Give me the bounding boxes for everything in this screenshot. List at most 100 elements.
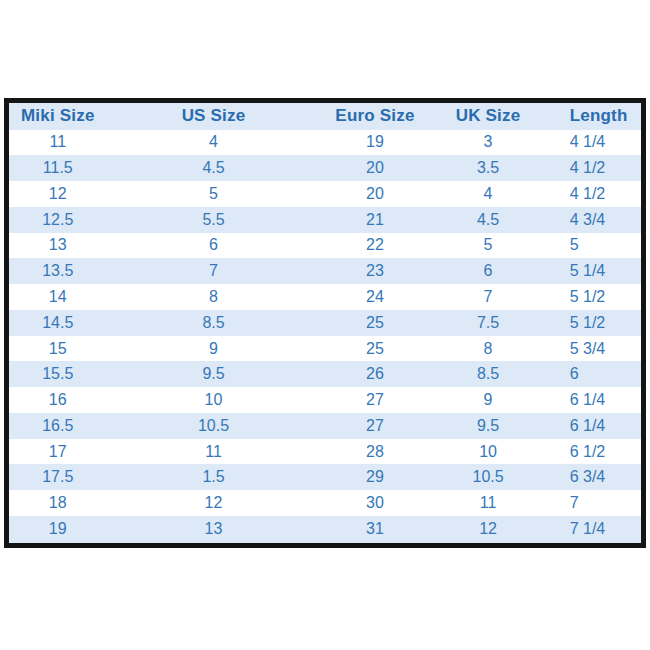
cell-uk-size: 7.5 bbox=[429, 310, 546, 336]
cell-length: 6 3/4 bbox=[547, 464, 644, 490]
cell-uk-size: 6 bbox=[429, 258, 546, 284]
cell-us-size: 4.5 bbox=[107, 155, 321, 181]
cell-euro-size: 27 bbox=[321, 413, 430, 439]
table-row: 171128106 1/2 bbox=[7, 439, 644, 465]
cell-length: 6 bbox=[547, 361, 644, 387]
cell-length: 4 1/4 bbox=[547, 130, 644, 156]
cell-us-size: 10.5 bbox=[107, 413, 321, 439]
cell-miki-size: 17 bbox=[7, 439, 107, 465]
cell-us-size: 8.5 bbox=[107, 310, 321, 336]
cell-miki-size: 19 bbox=[7, 516, 107, 546]
table-body: 1141934 1/411.54.5203.54 1/21252044 1/21… bbox=[7, 130, 644, 546]
table-row: 1482475 1/2 bbox=[7, 284, 644, 310]
cell-uk-size: 4 bbox=[429, 181, 546, 207]
cell-length: 7 bbox=[547, 490, 644, 516]
cell-us-size: 4 bbox=[107, 130, 321, 156]
column-header-uk-size: UK Size bbox=[429, 101, 546, 130]
table-row: 15.59.5268.56 bbox=[7, 361, 644, 387]
cell-miki-size: 11.5 bbox=[7, 155, 107, 181]
cell-miki-size: 12.5 bbox=[7, 207, 107, 233]
cell-uk-size: 4.5 bbox=[429, 207, 546, 233]
cell-us-size: 11 bbox=[107, 439, 321, 465]
cell-miki-size: 15 bbox=[7, 336, 107, 362]
cell-uk-size: 10 bbox=[429, 439, 546, 465]
table-row: 13.572365 1/4 bbox=[7, 258, 644, 284]
size-chart-page: Miki Size US Size Euro Size UK Size Leng… bbox=[0, 0, 650, 650]
cell-uk-size: 7 bbox=[429, 284, 546, 310]
cell-euro-size: 19 bbox=[321, 130, 430, 156]
cell-miki-size: 16 bbox=[7, 387, 107, 413]
table-row: 16.510.5279.56 1/4 bbox=[7, 413, 644, 439]
cell-us-size: 9.5 bbox=[107, 361, 321, 387]
cell-uk-size: 3.5 bbox=[429, 155, 546, 181]
table-row: 1592585 3/4 bbox=[7, 336, 644, 362]
cell-euro-size: 20 bbox=[321, 155, 430, 181]
cell-miki-size: 16.5 bbox=[7, 413, 107, 439]
cell-euro-size: 30 bbox=[321, 490, 430, 516]
cell-euro-size: 23 bbox=[321, 258, 430, 284]
cell-uk-size: 5 bbox=[429, 233, 546, 259]
column-header-euro-size: Euro Size bbox=[321, 101, 430, 130]
table-row: 181230117 bbox=[7, 490, 644, 516]
cell-miki-size: 13.5 bbox=[7, 258, 107, 284]
size-chart-table: Miki Size US Size Euro Size UK Size Leng… bbox=[4, 98, 646, 548]
cell-miki-size: 15.5 bbox=[7, 361, 107, 387]
column-header-us-size: US Size bbox=[107, 101, 321, 130]
column-header-length: Length bbox=[547, 101, 644, 130]
table-row: 1252044 1/2 bbox=[7, 181, 644, 207]
table-row: 1362255 bbox=[7, 233, 644, 259]
cell-us-size: 12 bbox=[107, 490, 321, 516]
column-header-miki-size: Miki Size bbox=[7, 101, 107, 130]
cell-length: 4 1/2 bbox=[547, 155, 644, 181]
cell-us-size: 13 bbox=[107, 516, 321, 546]
cell-us-size: 9 bbox=[107, 336, 321, 362]
cell-us-size: 6 bbox=[107, 233, 321, 259]
cell-miki-size: 14.5 bbox=[7, 310, 107, 336]
cell-uk-size: 3 bbox=[429, 130, 546, 156]
cell-length: 5 1/4 bbox=[547, 258, 644, 284]
table-row: 12.55.5214.54 3/4 bbox=[7, 207, 644, 233]
table-row: 11.54.5203.54 1/2 bbox=[7, 155, 644, 181]
cell-length: 7 1/4 bbox=[547, 516, 644, 546]
cell-us-size: 7 bbox=[107, 258, 321, 284]
cell-uk-size: 9.5 bbox=[429, 413, 546, 439]
cell-euro-size: 26 bbox=[321, 361, 430, 387]
cell-euro-size: 20 bbox=[321, 181, 430, 207]
table-row: 191331127 1/4 bbox=[7, 516, 644, 546]
table-header-row: Miki Size US Size Euro Size UK Size Leng… bbox=[7, 101, 644, 130]
cell-euro-size: 27 bbox=[321, 387, 430, 413]
cell-uk-size: 11 bbox=[429, 490, 546, 516]
cell-euro-size: 28 bbox=[321, 439, 430, 465]
cell-miki-size: 11 bbox=[7, 130, 107, 156]
cell-miki-size: 12 bbox=[7, 181, 107, 207]
cell-miki-size: 18 bbox=[7, 490, 107, 516]
table-row: 14.58.5257.55 1/2 bbox=[7, 310, 644, 336]
cell-us-size: 5 bbox=[107, 181, 321, 207]
cell-uk-size: 10.5 bbox=[429, 464, 546, 490]
cell-length: 5 bbox=[547, 233, 644, 259]
cell-length: 4 1/2 bbox=[547, 181, 644, 207]
cell-miki-size: 17.5 bbox=[7, 464, 107, 490]
cell-us-size: 5.5 bbox=[107, 207, 321, 233]
cell-uk-size: 9 bbox=[429, 387, 546, 413]
cell-euro-size: 22 bbox=[321, 233, 430, 259]
cell-uk-size: 12 bbox=[429, 516, 546, 546]
cell-us-size: 10 bbox=[107, 387, 321, 413]
table-row: 16102796 1/4 bbox=[7, 387, 644, 413]
cell-euro-size: 25 bbox=[321, 310, 430, 336]
cell-uk-size: 8.5 bbox=[429, 361, 546, 387]
cell-length: 5 3/4 bbox=[547, 336, 644, 362]
cell-euro-size: 24 bbox=[321, 284, 430, 310]
cell-euro-size: 31 bbox=[321, 516, 430, 546]
cell-length: 5 1/2 bbox=[547, 284, 644, 310]
cell-euro-size: 25 bbox=[321, 336, 430, 362]
cell-us-size: 8 bbox=[107, 284, 321, 310]
table-row: 1141934 1/4 bbox=[7, 130, 644, 156]
cell-length: 6 1/2 bbox=[547, 439, 644, 465]
cell-length: 5 1/2 bbox=[547, 310, 644, 336]
cell-length: 4 3/4 bbox=[547, 207, 644, 233]
cell-euro-size: 29 bbox=[321, 464, 430, 490]
cell-miki-size: 13 bbox=[7, 233, 107, 259]
cell-euro-size: 21 bbox=[321, 207, 430, 233]
cell-miki-size: 14 bbox=[7, 284, 107, 310]
